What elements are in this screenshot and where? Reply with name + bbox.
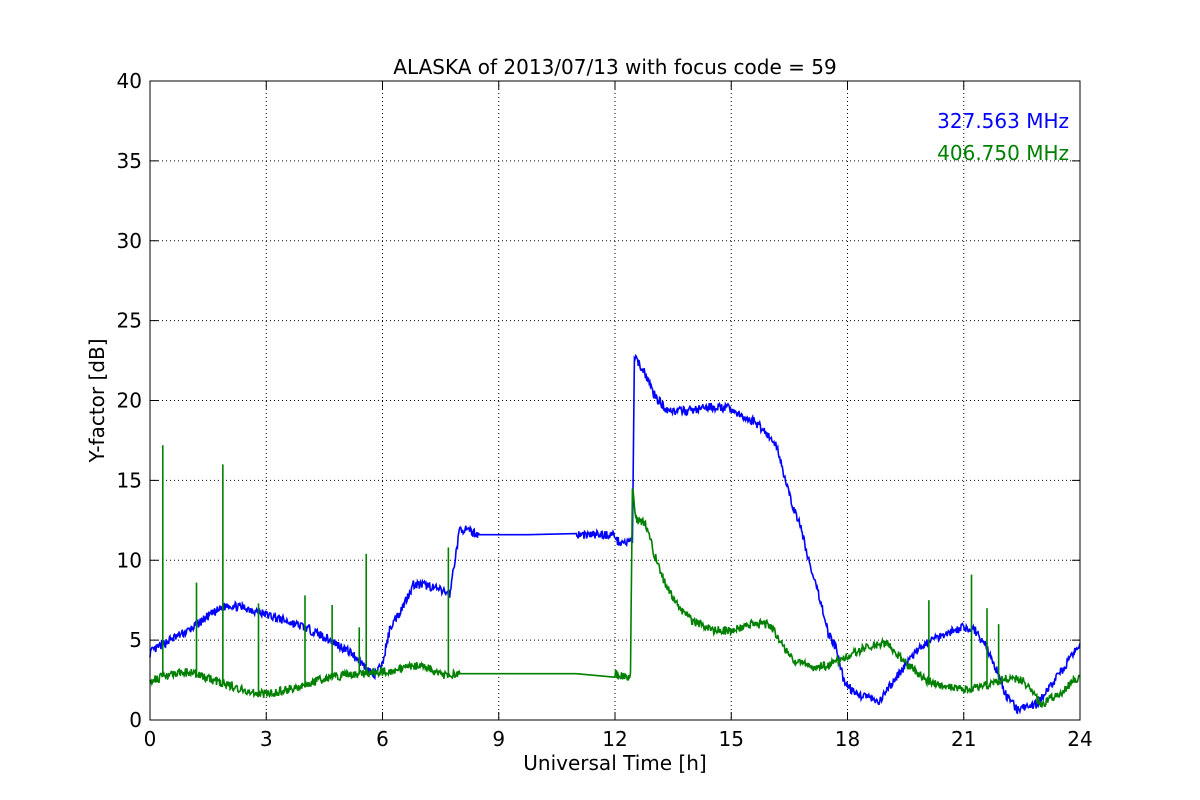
legend-entry: 406.750 MHz bbox=[937, 141, 1069, 165]
ticks: 0 3 6 9 12 15 18 21 24 0 5 10 15 20 25 30 35 40 bbox=[117, 69, 1093, 751]
y-tick-label: 0 bbox=[129, 708, 142, 732]
x-tick-label: 0 bbox=[144, 727, 157, 751]
y-axis-label: Y-factor [dB] bbox=[85, 338, 109, 463]
series-line bbox=[149, 488, 1081, 708]
chart-title: ALASKA of 2013/07/13 with focus code = 5… bbox=[393, 55, 836, 79]
legend-entry: 327.563 MHz bbox=[937, 109, 1069, 133]
x-tick-label: 15 bbox=[719, 727, 744, 751]
legend: 327.563 MHz 406.750 MHz bbox=[937, 109, 1069, 165]
y-tick-label: 40 bbox=[117, 69, 142, 93]
x-tick-label: 18 bbox=[835, 727, 860, 751]
x-tick-label: 6 bbox=[376, 727, 389, 751]
y-tick-label: 20 bbox=[117, 389, 142, 413]
x-tick-label: 24 bbox=[1067, 727, 1092, 751]
x-tick-label: 21 bbox=[951, 727, 976, 751]
y-tick-label: 30 bbox=[117, 229, 142, 253]
x-tick-label: 9 bbox=[492, 727, 505, 751]
x-axis-label: Universal Time [h] bbox=[523, 751, 706, 775]
series-line bbox=[149, 353, 1081, 715]
y-tick-label: 15 bbox=[117, 468, 142, 492]
y-tick-label: 5 bbox=[129, 628, 142, 652]
y-tick-label: 25 bbox=[117, 309, 142, 333]
x-tick-label: 3 bbox=[260, 727, 273, 751]
x-tick-label: 12 bbox=[602, 727, 627, 751]
y-tick-label: 35 bbox=[117, 149, 142, 173]
y-tick-label: 10 bbox=[117, 548, 142, 572]
series-layer bbox=[149, 353, 1081, 715]
